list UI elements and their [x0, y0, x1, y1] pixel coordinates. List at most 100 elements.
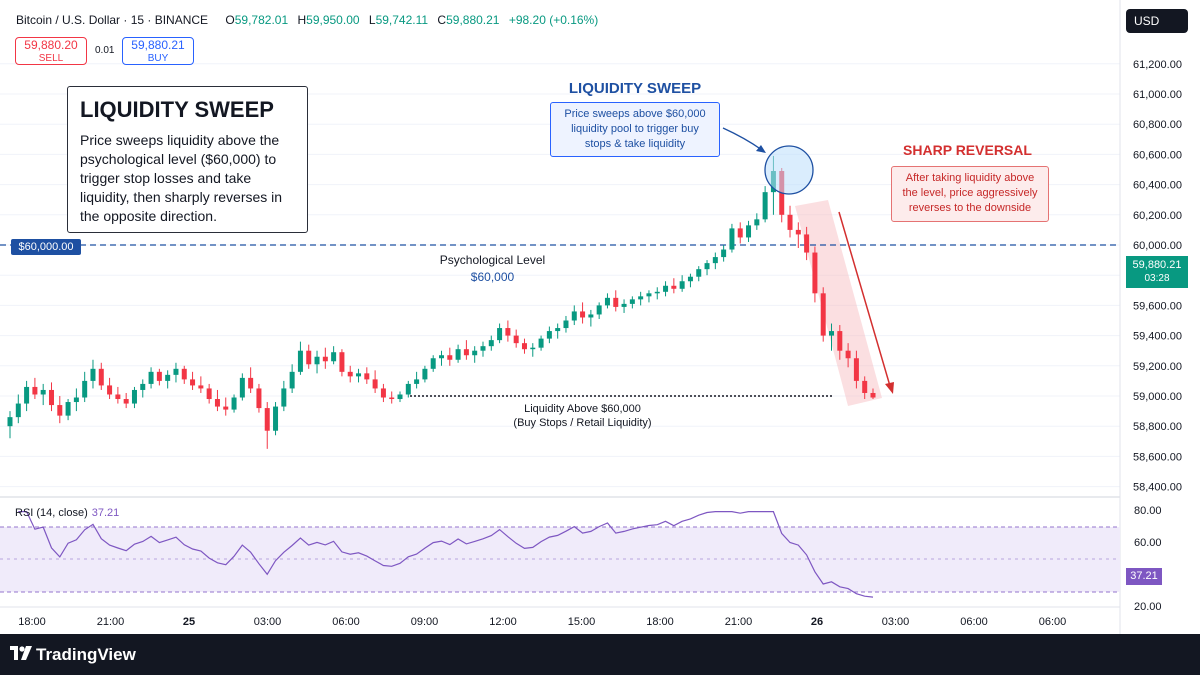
- sweep-callout-body: Price sweeps above $60,000 liquidity poo…: [550, 102, 720, 157]
- bar-countdown: 03:28: [1144, 273, 1170, 284]
- candle-body: [264, 408, 270, 431]
- candle-body: [223, 406, 229, 410]
- high-label: H: [297, 13, 307, 27]
- rsi-axis-ticks: 80.00 60.00 20.00: [1134, 505, 1162, 613]
- time-tick-label: 25: [183, 616, 195, 628]
- candle-body: [82, 380, 88, 398]
- time-tick-label: 06:00: [960, 616, 988, 628]
- candle-body: [638, 296, 644, 300]
- spread-value: 0.01: [95, 45, 115, 56]
- candle-body: [870, 392, 876, 398]
- candle-body: [646, 293, 652, 297]
- rsi-tick-label: 60.00: [1134, 537, 1162, 549]
- candle-body: [820, 293, 826, 336]
- candle-body: [281, 388, 287, 407]
- sell-price: 59,880.20: [24, 38, 78, 52]
- candle-body: [480, 346, 486, 351]
- candle-body: [687, 276, 693, 282]
- sweep-arrowhead: [756, 145, 766, 153]
- candle-body: [729, 228, 735, 250]
- candle-body: [107, 385, 113, 395]
- info-box: LIQUIDITY SWEEP Price sweeps liquidity a…: [67, 86, 308, 233]
- candle-body: [405, 383, 411, 395]
- time-tick-label: 06:00: [1039, 616, 1067, 628]
- candle-body: [439, 355, 444, 359]
- candle-body: [696, 269, 702, 277]
- time-tick-label: 03:00: [882, 616, 910, 628]
- low-value: 59,742.11: [375, 13, 429, 27]
- candle-body: [422, 368, 428, 380]
- rsi-tick-label: 20.00: [1134, 601, 1162, 613]
- candle-body: [90, 368, 96, 381]
- open-label: O: [225, 13, 235, 27]
- rsi-header[interactable]: RSI (14, close) 37.21: [15, 507, 119, 519]
- candle-body: [580, 311, 586, 318]
- candle-body: [364, 373, 370, 380]
- info-title: LIQUIDITY SWEEP: [80, 97, 274, 122]
- candle-body: [737, 228, 743, 238]
- candle-body: [472, 350, 478, 356]
- candle-body: [571, 311, 577, 321]
- candle-body: [654, 291, 660, 294]
- candle-body: [98, 368, 104, 386]
- reversal-callout-title: SHARP REVERSAL: [903, 142, 1032, 158]
- candle-body: [190, 379, 196, 386]
- candle-body: [505, 328, 511, 336]
- candle-body: [829, 331, 835, 336]
- candle-body: [289, 371, 295, 389]
- psychological-level-value: $60,000: [470, 270, 515, 284]
- candle-body: [231, 397, 237, 410]
- candle-body: [447, 355, 453, 360]
- price-tick-label: 59,600.00: [1133, 300, 1182, 312]
- info-body: Price sweeps liquidity above the psychol…: [80, 132, 283, 224]
- candle-body: [123, 399, 129, 404]
- reversal-arrowhead: [885, 382, 894, 394]
- candle-body: [131, 389, 137, 404]
- candle-body: [314, 356, 320, 365]
- candle-body: [862, 380, 868, 393]
- sell-button[interactable]: 59,880.20 SELL: [15, 37, 87, 65]
- candle-body: [455, 349, 461, 360]
- buy-label: BUY: [147, 53, 169, 64]
- symbol-title: Bitcoin / U.S. Dollar · 15 · BINANCE: [16, 13, 209, 27]
- rsi-tick-label: 80.00: [1134, 505, 1162, 517]
- price-tick-label: 60,000.00: [1133, 240, 1182, 252]
- candle-body: [414, 379, 420, 384]
- rsi-title: RSI (14, close): [15, 507, 88, 519]
- candle-body: [165, 374, 171, 381]
- candle-body: [613, 297, 619, 307]
- candle-body: [248, 377, 254, 389]
- candle-body: [347, 371, 353, 377]
- candle-body: [65, 402, 71, 416]
- candle-body: [32, 386, 38, 395]
- sweep-circle: [764, 145, 814, 195]
- candle-body: [762, 192, 768, 220]
- candle-body: [7, 417, 13, 427]
- psychological-level-label: Psychological Level: [439, 253, 546, 267]
- candle-body: [530, 347, 536, 350]
- candle-body: [497, 328, 503, 341]
- candle-body: [596, 305, 602, 315]
- candle-body: [372, 379, 378, 389]
- buy-button[interactable]: 59,880.21 BUY: [122, 37, 194, 65]
- reversal-callout-body: After taking liquidity above the level, …: [891, 166, 1049, 222]
- rsi-last-tag: 37.21: [1126, 568, 1162, 585]
- level-price-tag[interactable]: $60,000.00: [11, 239, 81, 255]
- candle-body: [40, 389, 46, 395]
- price-tick-label: 61,000.00: [1133, 89, 1182, 101]
- candle-body: [48, 389, 54, 406]
- candle-body: [521, 343, 527, 350]
- candle-body: [538, 338, 544, 348]
- candle-body: [588, 314, 594, 318]
- candle-body: [356, 373, 362, 377]
- candle-body: [671, 285, 677, 289]
- currency-button[interactable]: USD: [1126, 9, 1188, 33]
- candle-body: [206, 388, 212, 400]
- candle-body: [845, 350, 851, 359]
- liquidity-line-label: Liquidity Above $60,000: [524, 403, 641, 415]
- candle-body: [339, 352, 345, 372]
- footer-bar: TradingView: [0, 634, 1200, 675]
- candle-body: [746, 225, 752, 238]
- candle-body: [331, 352, 337, 362]
- candle-body: [663, 285, 669, 292]
